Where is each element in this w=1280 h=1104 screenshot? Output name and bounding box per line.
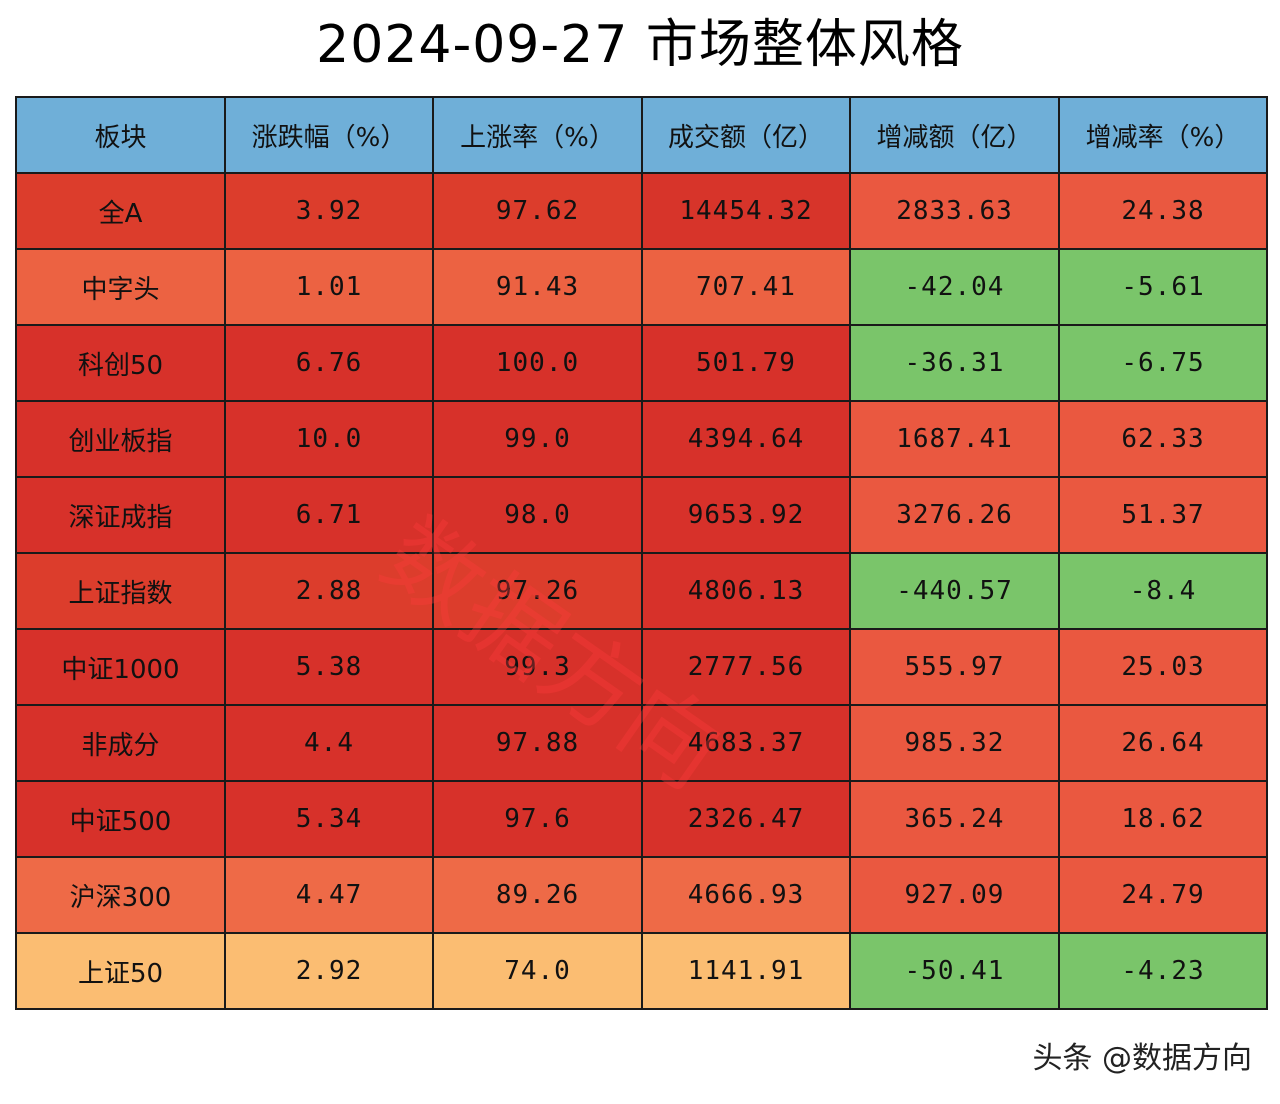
row-label-cell: 上证指数 xyxy=(15,552,226,630)
value-cell: 97.26 xyxy=(432,552,643,630)
table-row: 中证500 5.34 97.6 2326.47 365.24 18.62 xyxy=(15,780,1268,858)
column-header: 增减率（%） xyxy=(1058,96,1268,174)
table-row: 全A 3.92 97.62 14454.32 2833.63 24.38 xyxy=(15,172,1268,250)
value-cell: 6.76 xyxy=(224,324,434,402)
value-cell: 26.64 xyxy=(1058,704,1268,782)
value-cell: 74.0 xyxy=(432,932,643,1010)
value-cell: 99.0 xyxy=(432,400,643,478)
value-cell: 25.03 xyxy=(1058,628,1268,706)
value-cell: 3276.26 xyxy=(849,476,1060,554)
value-cell: -42.04 xyxy=(849,248,1060,326)
value-cell: 2326.47 xyxy=(641,780,851,858)
table-row: 沪深300 4.47 89.26 4666.93 927.09 24.79 xyxy=(15,856,1268,934)
value-cell: 97.88 xyxy=(432,704,643,782)
value-cell: 2833.63 xyxy=(849,172,1060,250)
value-cell: 10.0 xyxy=(224,400,434,478)
value-cell: 97.62 xyxy=(432,172,643,250)
value-cell: 100.0 xyxy=(432,324,643,402)
value-cell: 62.33 xyxy=(1058,400,1268,478)
row-label-cell: 深证成指 xyxy=(15,476,226,554)
value-cell: 501.79 xyxy=(641,324,851,402)
value-cell: 365.24 xyxy=(849,780,1060,858)
value-cell: 14454.32 xyxy=(641,172,851,250)
row-label-cell: 创业板指 xyxy=(15,400,226,478)
value-cell: 1.01 xyxy=(224,248,434,326)
row-label-cell: 中证1000 xyxy=(15,628,226,706)
table-row: 深证成指 6.71 98.0 9653.92 3276.26 51.37 xyxy=(15,476,1268,554)
row-label-cell: 中证500 xyxy=(15,780,226,858)
value-cell: 91.43 xyxy=(432,248,643,326)
value-cell: -50.41 xyxy=(849,932,1060,1010)
table-row: 中证1000 5.38 99.3 2777.56 555.97 25.03 xyxy=(15,628,1268,706)
table-body: 全A 3.92 97.62 14454.32 2833.63 24.38 中字头 1.01 91… xyxy=(15,172,1268,1010)
value-cell: 51.37 xyxy=(1058,476,1268,554)
value-cell: 5.34 xyxy=(224,780,434,858)
value-cell: 18.62 xyxy=(1058,780,1268,858)
value-cell: 4.4 xyxy=(224,704,434,782)
table-row: 中字头 1.01 91.43 707.41 -42.04 -5.61 xyxy=(15,248,1268,326)
value-cell: 6.71 xyxy=(224,476,434,554)
value-cell: -6.75 xyxy=(1058,324,1268,402)
page-title: 2024-09-27 市场整体风格 xyxy=(316,15,964,75)
value-cell: 1141.91 xyxy=(641,932,851,1010)
value-cell: 4683.37 xyxy=(641,704,851,782)
value-cell: 5.38 xyxy=(224,628,434,706)
table-header-row: 板块 涨跌幅（%） 上涨率（%） 成交额（亿） 增减额（亿） 增减率（%） xyxy=(15,96,1268,174)
table-row: 非成分 4.4 97.88 4683.37 985.32 26.64 xyxy=(15,704,1268,782)
row-label-cell: 全A xyxy=(15,172,226,250)
value-cell: 2.88 xyxy=(224,552,434,630)
value-cell: 4666.93 xyxy=(641,856,851,934)
value-cell: 3.92 xyxy=(224,172,434,250)
value-cell: -5.61 xyxy=(1058,248,1268,326)
value-cell: 927.09 xyxy=(849,856,1060,934)
table-row: 上证50 2.92 74.0 1141.91 -50.41 -4.23 xyxy=(15,932,1268,1010)
value-cell: 4806.13 xyxy=(641,552,851,630)
value-cell: -4.23 xyxy=(1058,932,1268,1010)
value-cell: 2777.56 xyxy=(641,628,851,706)
value-cell: 4394.64 xyxy=(641,400,851,478)
value-cell: 2.92 xyxy=(224,932,434,1010)
value-cell: 99.3 xyxy=(432,628,643,706)
table-row: 上证指数 2.88 97.26 4806.13 -440.57 -8.4 xyxy=(15,552,1268,630)
value-cell: 98.0 xyxy=(432,476,643,554)
row-label-cell: 上证50 xyxy=(15,932,226,1010)
table-row: 创业板指 10.0 99.0 4394.64 1687.41 62.33 xyxy=(15,400,1268,478)
row-label-cell: 科创50 xyxy=(15,324,226,402)
row-label-cell: 中字头 xyxy=(15,248,226,326)
row-label-cell: 沪深300 xyxy=(15,856,226,934)
value-cell: 24.38 xyxy=(1058,172,1268,250)
value-cell: 9653.92 xyxy=(641,476,851,554)
value-cell: 985.32 xyxy=(849,704,1060,782)
column-header: 涨跌幅（%） xyxy=(224,96,434,174)
value-cell: 89.26 xyxy=(432,856,643,934)
value-cell: 4.47 xyxy=(224,856,434,934)
value-cell: 24.79 xyxy=(1058,856,1268,934)
market-style-table: 板块 涨跌幅（%） 上涨率（%） 成交额（亿） 增减额（亿） 增减率（%） 全A 3.92 9… xyxy=(15,96,1268,1010)
column-header: 上涨率（%） xyxy=(432,96,643,174)
column-header: 成交额（亿） xyxy=(641,96,851,174)
table-row: 科创50 6.76 100.0 501.79 -36.31 -6.75 xyxy=(15,324,1268,402)
column-header: 增减额（亿） xyxy=(849,96,1060,174)
row-label-cell: 非成分 xyxy=(15,704,226,782)
value-cell: 707.41 xyxy=(641,248,851,326)
column-header: 板块 xyxy=(15,96,226,174)
value-cell: 555.97 xyxy=(849,628,1060,706)
value-cell: 1687.41 xyxy=(849,400,1060,478)
value-cell: 97.6 xyxy=(432,780,643,858)
value-cell: -8.4 xyxy=(1058,552,1268,630)
source-credit: 头条 @数据方向 xyxy=(1032,1041,1252,1076)
value-cell: -36.31 xyxy=(849,324,1060,402)
value-cell: -440.57 xyxy=(849,552,1060,630)
